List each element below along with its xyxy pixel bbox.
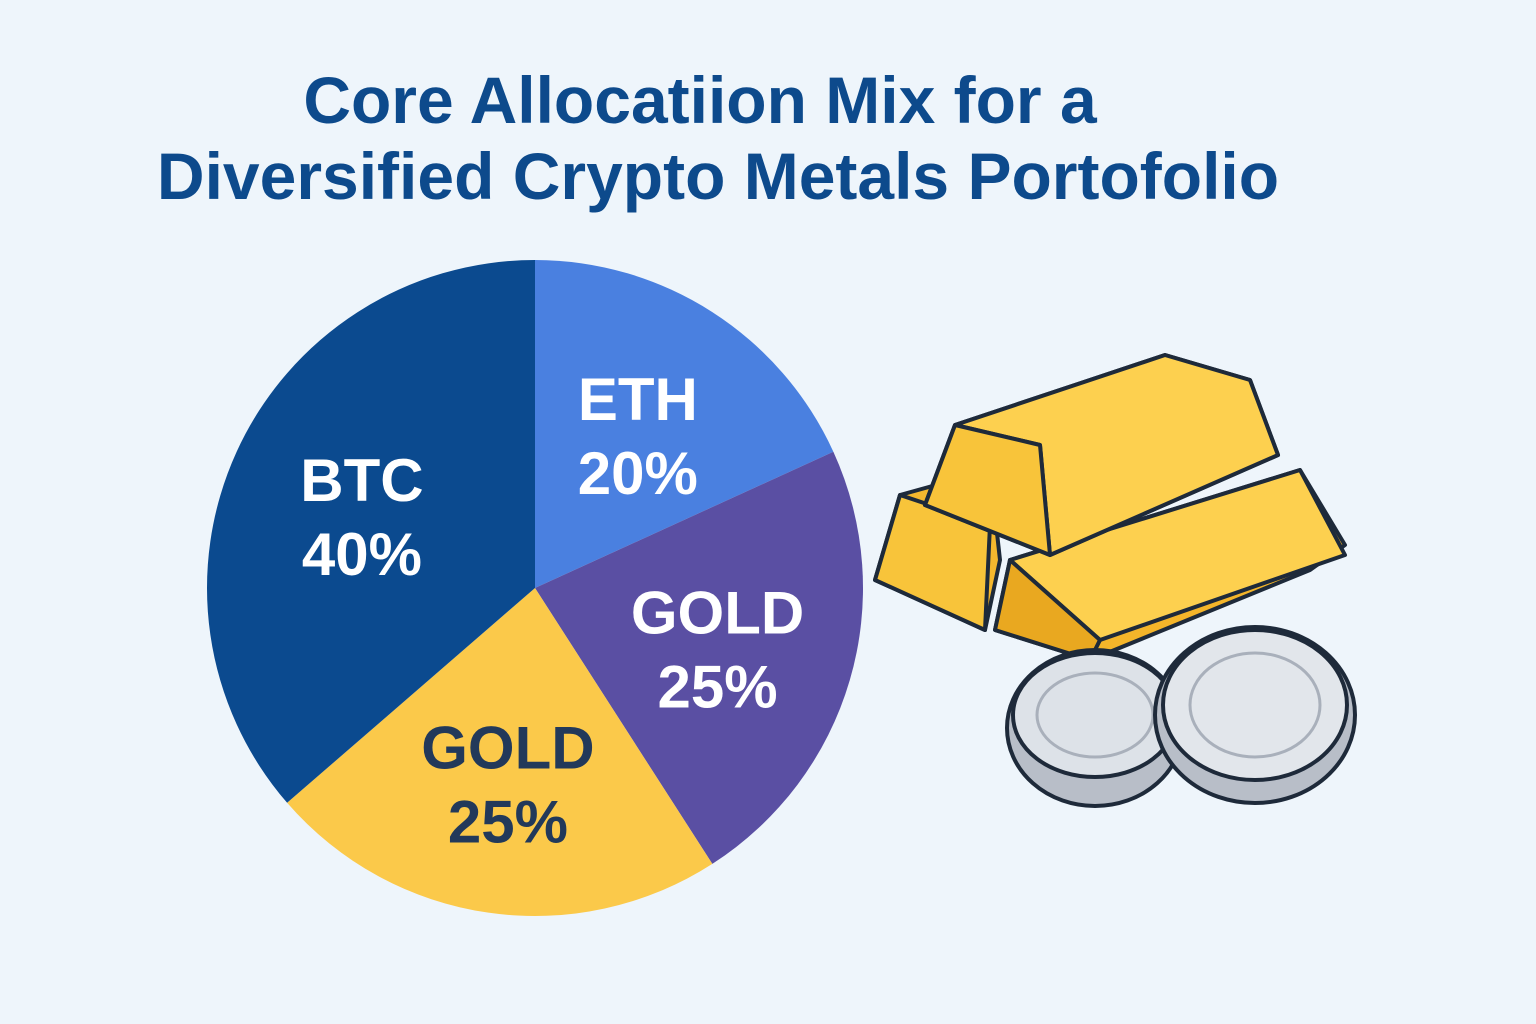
- slice-value-label: 25%: [657, 654, 777, 721]
- pie-slice-btc-3: [206, 260, 535, 803]
- gold-bars-illustration: [873, 353, 1347, 662]
- slice-value-label: 20%: [578, 440, 698, 507]
- slice-value-label: 40%: [302, 521, 422, 588]
- slice-value-label: 25%: [448, 788, 568, 855]
- pie-slice-gold-1: [535, 451, 864, 864]
- slice-label: GOLD: [631, 580, 804, 647]
- pie-slice-gold-2: [287, 588, 713, 916]
- silver-coins-illustration: [1005, 625, 1357, 808]
- slice-label: ETH: [578, 366, 698, 433]
- chart-title-line-2: Diversified Crypto Metals Portofolio: [156, 139, 1280, 213]
- slice-label: BTC: [300, 447, 423, 514]
- pie-slice-eth-0: [535, 260, 834, 588]
- slice-label: GOLD: [421, 714, 594, 781]
- chart-title-line-1: Core Allocatiion Mix for a: [303, 63, 1097, 137]
